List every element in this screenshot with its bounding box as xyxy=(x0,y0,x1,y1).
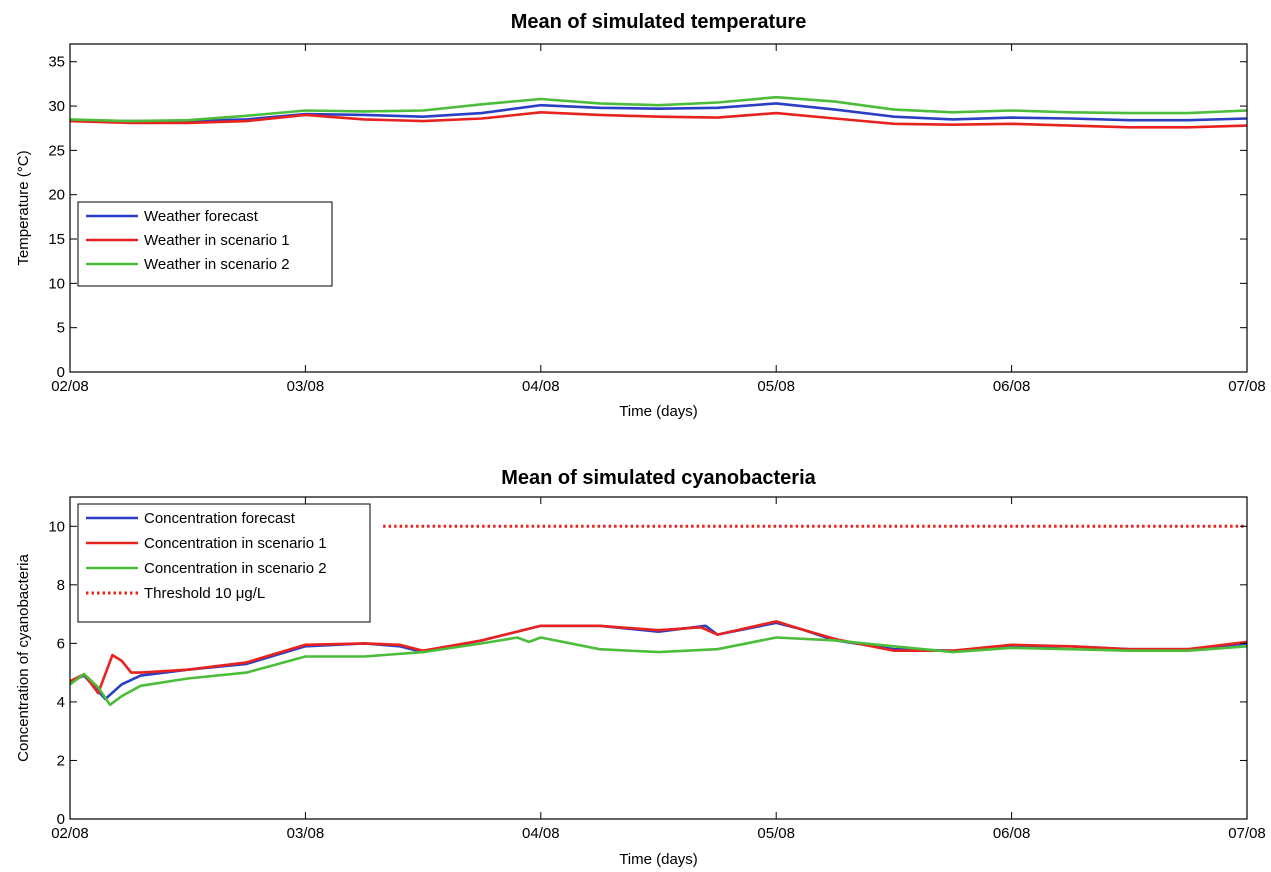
y-tick-label: 4 xyxy=(57,694,65,711)
plot-frame xyxy=(69,43,1248,373)
x-tick-label: 07/08 xyxy=(1228,378,1266,395)
x-tick-label: 02/08 xyxy=(51,378,89,395)
x-tick-label: 02/08 xyxy=(51,825,89,842)
legend-box xyxy=(77,201,333,287)
legend-box xyxy=(77,503,371,623)
chart-1: Mean of simulated temperature 02/08 03/08 0… xyxy=(15,11,1266,420)
legend-entry: Weather in scenario 1 xyxy=(144,232,290,249)
legend-entry: Weather in scenario 2 xyxy=(144,256,290,273)
legend-entry: Concentration forecast xyxy=(144,510,296,527)
x-axis-label: Time (days) xyxy=(619,403,698,420)
x-tick-label: 06/08 xyxy=(993,825,1031,842)
series-line-3 xyxy=(70,636,1247,707)
y-tick-label: 20 xyxy=(48,187,65,204)
y-axis-label: Temperature (°C) xyxy=(15,150,32,265)
x-tick-label: 03/08 xyxy=(287,378,325,395)
legend: Concentration forecast Concentration in s… xyxy=(77,503,371,623)
legend-entry: Concentration in scenario 2 xyxy=(144,560,327,577)
chart-2: Mean of simulated cyanobacteria 02/08 03/0… xyxy=(15,467,1266,868)
y-tick-label: 2 xyxy=(57,752,65,769)
y-tick-label: 15 xyxy=(48,231,65,248)
legend-entry: Weather forecast xyxy=(144,208,259,225)
series-group xyxy=(70,524,1247,707)
y-tick-label: 25 xyxy=(48,142,65,159)
y-tick-label: 35 xyxy=(48,54,65,71)
series-group xyxy=(70,95,1247,129)
x-tick-label: 04/08 xyxy=(522,825,560,842)
y-tick-label: 30 xyxy=(48,98,65,115)
x-tick-label: 04/08 xyxy=(522,378,560,395)
y-tick-label: 10 xyxy=(48,518,65,535)
series-line-2 xyxy=(70,111,1247,129)
legend: Weather forecast Weather in scenario 1 Wea… xyxy=(77,201,333,287)
y-tick-label: 5 xyxy=(57,320,65,337)
x-axis-label: Time (days) xyxy=(619,851,698,868)
y-tick-label: 8 xyxy=(57,577,65,594)
x-tick-label: 05/08 xyxy=(757,825,795,842)
series-line-1 xyxy=(70,102,1247,123)
y-tick-label: 10 xyxy=(48,275,65,292)
y-tick-label: 6 xyxy=(57,635,65,652)
plot-frame xyxy=(69,496,1248,820)
chart-title: Mean of simulated cyanobacteria xyxy=(501,467,816,489)
series-line-2 xyxy=(70,620,1247,695)
chart-title: Mean of simulated temperature xyxy=(511,11,807,33)
series-line-1 xyxy=(70,621,1247,701)
x-tick-label: 07/08 xyxy=(1228,825,1266,842)
legend-entry: Concentration in scenario 1 xyxy=(144,535,327,552)
x-tick-label: 06/08 xyxy=(993,378,1031,395)
x-tick-label: 05/08 xyxy=(757,378,795,395)
x-tick-label: 03/08 xyxy=(287,825,325,842)
y-axis-label: Concentration of cyanobacteria xyxy=(15,554,32,762)
y-tick-label: 0 xyxy=(57,811,65,828)
legend-entry: Threshold 10 μg/L xyxy=(144,585,265,602)
y-tick-label: 0 xyxy=(57,364,65,381)
series-line-3 xyxy=(70,95,1247,123)
